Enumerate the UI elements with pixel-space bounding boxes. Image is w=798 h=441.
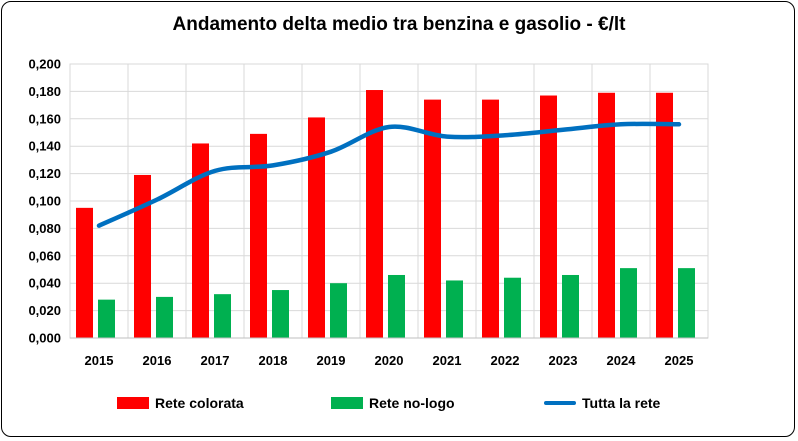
y-tick-label: 0,100	[28, 194, 61, 209]
bar-rete-no-logo	[330, 283, 347, 338]
x-tick-label: 2022	[491, 353, 520, 368]
y-tick-label: 0,180	[28, 84, 61, 99]
bar-rete-colorata	[192, 143, 209, 338]
legend-item-rete-colorata: Rete colorata	[117, 392, 244, 414]
legend-item-tutta-la-rete: Tutta la rete	[544, 392, 660, 414]
legend-item-rete-no-logo: Rete no-logo	[331, 392, 455, 414]
bar-rete-no-logo	[446, 280, 463, 338]
bar-rete-no-logo	[156, 296, 173, 338]
bar-rete-no-logo	[388, 274, 405, 338]
bar-rete-no-logo	[620, 268, 637, 338]
legend-swatch-rete-colorata	[117, 397, 149, 409]
x-tick-label: 2015	[85, 353, 114, 368]
bar-rete-colorata	[424, 99, 441, 339]
x-tick-label: 2021	[433, 353, 462, 368]
y-tick-label: 0,020	[28, 303, 61, 318]
legend-swatch-tutta-la-rete	[544, 401, 576, 405]
bar-rete-no-logo	[562, 274, 579, 338]
bar-rete-colorata	[482, 99, 499, 339]
x-tick-label: 2016	[143, 353, 172, 368]
y-tick-label: 0,080	[28, 221, 61, 236]
bar-rete-colorata	[250, 133, 267, 338]
bar-rete-no-logo	[214, 294, 231, 338]
bar-rete-no-logo	[98, 299, 115, 338]
x-tick-label: 2024	[607, 353, 637, 368]
y-tick-label: 0,120	[28, 166, 61, 181]
bar-rete-colorata	[308, 117, 325, 339]
y-tick-label: 0,060	[28, 248, 61, 263]
bar-rete-colorata	[76, 207, 93, 338]
legend-label-rete-no-logo: Rete no-logo	[369, 395, 455, 411]
bar-rete-no-logo	[678, 268, 695, 338]
x-tick-label: 2023	[549, 353, 578, 368]
bar-rete-colorata	[598, 92, 615, 339]
x-tick-label: 2020	[375, 353, 404, 368]
bar-rete-colorata	[656, 92, 673, 339]
x-tick-label: 2019	[317, 353, 346, 368]
y-tick-label: 0,000	[28, 331, 61, 346]
bar-rete-no-logo	[504, 277, 521, 338]
legend-label-tutta-la-rete: Tutta la rete	[582, 395, 661, 411]
legend-swatch-rete-no-logo	[331, 397, 363, 409]
y-tick-label: 0,040	[28, 276, 61, 291]
legend-label-rete-colorata: Rete colorata	[155, 395, 244, 411]
y-tick-label: 0,160	[28, 111, 61, 126]
bar-rete-colorata	[366, 90, 383, 338]
x-tick-label: 2017	[201, 353, 230, 368]
y-tick-label: 0,200	[28, 57, 61, 72]
y-tick-label: 0,140	[28, 139, 61, 154]
x-tick-label: 2018	[259, 353, 288, 368]
bar-rete-no-logo	[272, 290, 289, 338]
chart-title: Andamento delta medio tra benzina e gaso…	[172, 14, 626, 35]
line-tutta-la-rete	[96, 121, 682, 228]
x-tick-label: 2025	[665, 353, 694, 368]
bar-rete-colorata	[540, 95, 557, 338]
bar-rete-colorata	[134, 174, 151, 338]
